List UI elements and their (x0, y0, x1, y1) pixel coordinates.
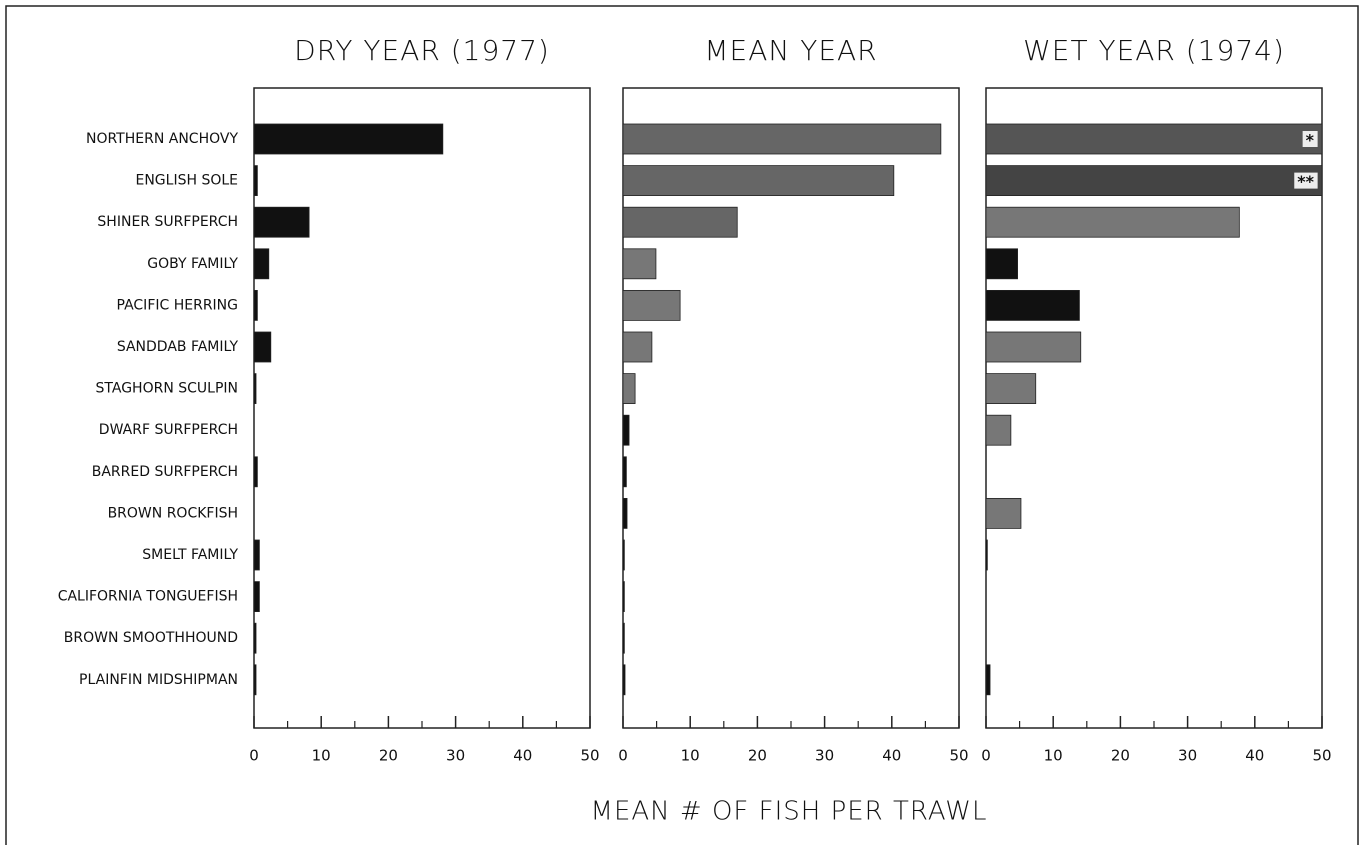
category-label: ENGLISH SOLE (135, 173, 238, 189)
bar (622, 289, 681, 321)
bar (622, 331, 653, 363)
category-label: BROWN ROCKFISH (108, 505, 238, 521)
x-tick-label: 50 (1312, 747, 1331, 765)
bar (253, 539, 260, 571)
x-tick-label: 50 (580, 747, 599, 765)
bar (622, 581, 625, 612)
bar (622, 373, 636, 405)
annotation-box (1294, 172, 1318, 189)
bar (622, 206, 738, 238)
x-tick-label: 20 (379, 747, 398, 765)
bar (622, 414, 630, 446)
bar (622, 248, 657, 280)
bar (622, 165, 895, 197)
category-label: DWARF SURFPERCH (99, 422, 238, 438)
x-tick-label: 40 (882, 747, 901, 765)
bar-annotation: * (1306, 131, 1315, 150)
bar (622, 539, 625, 571)
bar (985, 123, 1323, 155)
bar (253, 165, 258, 197)
category-label: GOBY FAMILY (147, 256, 238, 272)
category-label: BROWN SMOOTHHOUND (64, 630, 238, 646)
bar (253, 331, 272, 363)
category-label: PLAINFIN MIDSHIPMAN (79, 672, 238, 688)
bar (622, 622, 625, 654)
x-tick-label: 40 (1245, 747, 1264, 765)
bar (985, 206, 1240, 238)
x-tick-label: 30 (815, 747, 834, 765)
annotation-box (1302, 131, 1318, 147)
bar (253, 622, 257, 654)
x-tick-label: 10 (681, 747, 700, 765)
x-tick-label: 10 (312, 747, 331, 765)
bar (253, 373, 257, 405)
panel-frame (253, 87, 591, 729)
bar (253, 581, 260, 612)
bar (253, 123, 444, 155)
category-label: BARRED SURFPERCH (92, 464, 238, 480)
bar (985, 664, 991, 696)
bar (985, 539, 988, 571)
bar (985, 165, 1323, 197)
bar (253, 456, 258, 488)
bar (985, 373, 1037, 405)
category-label: NORTHERN ANCHOVY (86, 131, 238, 147)
x-axis-label: MEAN # OF FISH PER TRAWL (591, 797, 988, 827)
bar (985, 248, 1018, 280)
panel-title: DRY YEAR (1977) (294, 34, 550, 67)
bar (985, 331, 1082, 363)
x-tick-label: 40 (513, 747, 532, 765)
category-label: SHINER SURFPERCH (97, 214, 238, 230)
bar (253, 664, 257, 696)
panel-title: WET YEAR (1974) (1023, 34, 1285, 67)
x-tick-label: 10 (1044, 747, 1063, 765)
bar (622, 123, 942, 155)
bar-annotation: ** (1297, 172, 1314, 191)
x-tick-label: 30 (446, 747, 465, 765)
bar (985, 289, 1080, 321)
category-label: PACIFIC HERRING (117, 297, 238, 313)
frame (5, 5, 1359, 845)
bar (622, 664, 626, 696)
category-label: SANDDAB FAMILY (117, 339, 239, 355)
x-tick-label: 30 (1178, 747, 1197, 765)
category-label: STAGHORN SCULPIN (96, 381, 238, 397)
x-tick-label: 20 (748, 747, 767, 765)
x-tick-label: 50 (949, 747, 968, 765)
category-label: SMELT FAMILY (142, 547, 238, 563)
bar (253, 206, 310, 238)
bar (253, 289, 258, 321)
x-tick-label: 0 (249, 747, 259, 765)
bar (985, 414, 1012, 446)
bar (253, 248, 270, 280)
x-tick-label: 0 (981, 747, 991, 765)
bar (985, 497, 1022, 529)
category-label: CALIFORNIA TONGUEFISH (58, 589, 238, 605)
x-tick-label: 20 (1111, 747, 1130, 765)
panel-title: MEAN YEAR (704, 34, 877, 67)
bar (622, 456, 627, 488)
x-tick-label: 0 (618, 747, 628, 765)
bar (622, 497, 628, 529)
